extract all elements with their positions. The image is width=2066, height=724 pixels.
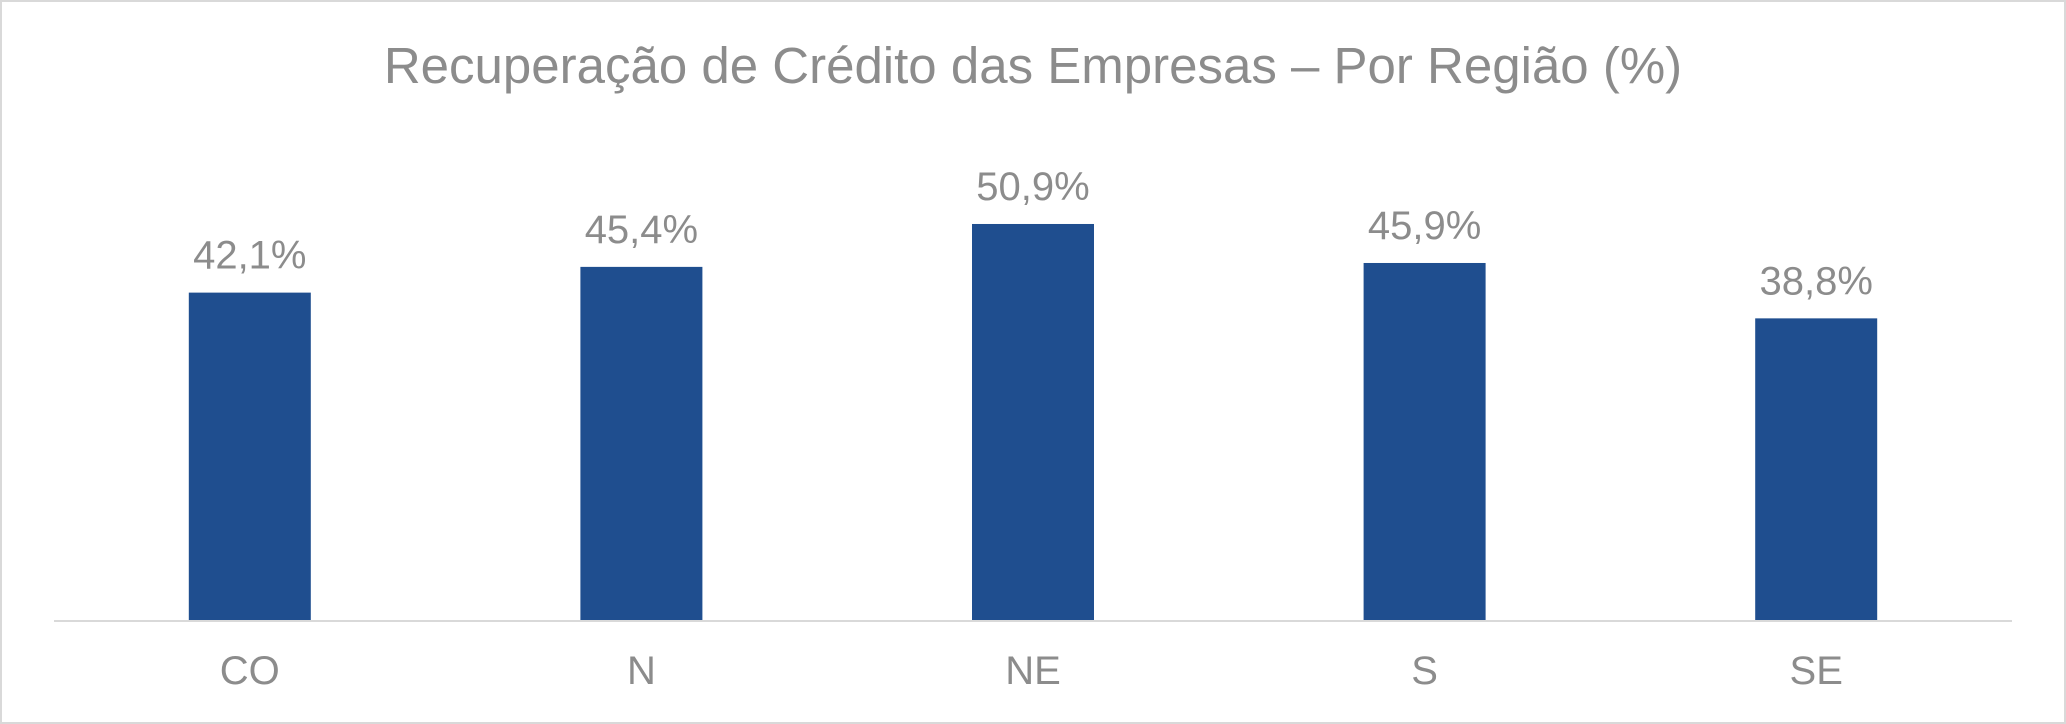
data-label-ne: 50,9% [976,165,1089,209]
x-tick-label-ne: NE [1005,649,1061,693]
data-labels-layer: 42,1% 45,4% 50,9% 45,9% 38,8% [193,165,1873,303]
data-label-s: 45,9% [1368,204,1481,248]
bar-se [1755,318,1878,621]
bar-ne [972,223,1094,622]
x-tick-label-co: CO [220,649,280,693]
data-label-n: 45,4% [585,208,698,252]
bar-co [188,292,311,621]
x-tick-label-s: S [1411,649,1438,693]
bar-n [580,266,703,621]
x-tick-label-n: N [627,649,656,693]
chart-title: Recuperação de Crédito das Empresas – Po… [383,37,1683,94]
bar-s [1363,262,1486,621]
data-label-co: 42,1% [193,234,306,278]
x-tick-labels-layer: CO N NE S SE [220,649,1843,693]
bars-layer [188,223,1878,622]
data-label-se: 38,8% [1759,259,1872,303]
x-tick-label-se: SE [1790,649,1843,693]
